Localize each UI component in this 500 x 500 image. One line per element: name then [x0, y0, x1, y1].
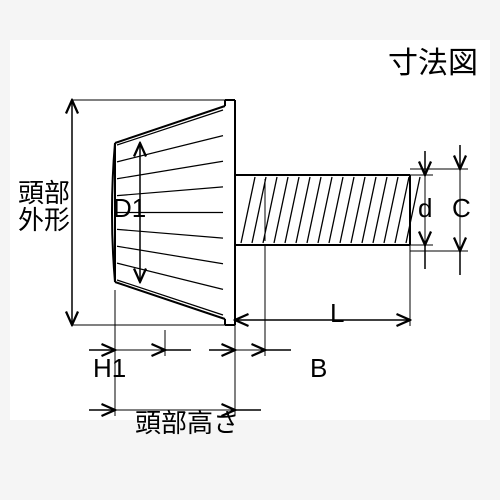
label-d: d	[418, 195, 432, 222]
title: 寸法図	[388, 48, 478, 80]
label-head-shape: 頭部 外形	[18, 180, 70, 235]
label-l: L	[330, 300, 344, 327]
label-h1: H1	[93, 355, 126, 382]
label-head-height: 頭部高さ	[135, 410, 239, 437]
diagram-canvas	[10, 40, 490, 420]
label-c: C	[452, 195, 471, 222]
label-d1: D1	[113, 195, 146, 222]
label-b: B	[310, 355, 327, 382]
diagram-svg	[10, 40, 490, 420]
